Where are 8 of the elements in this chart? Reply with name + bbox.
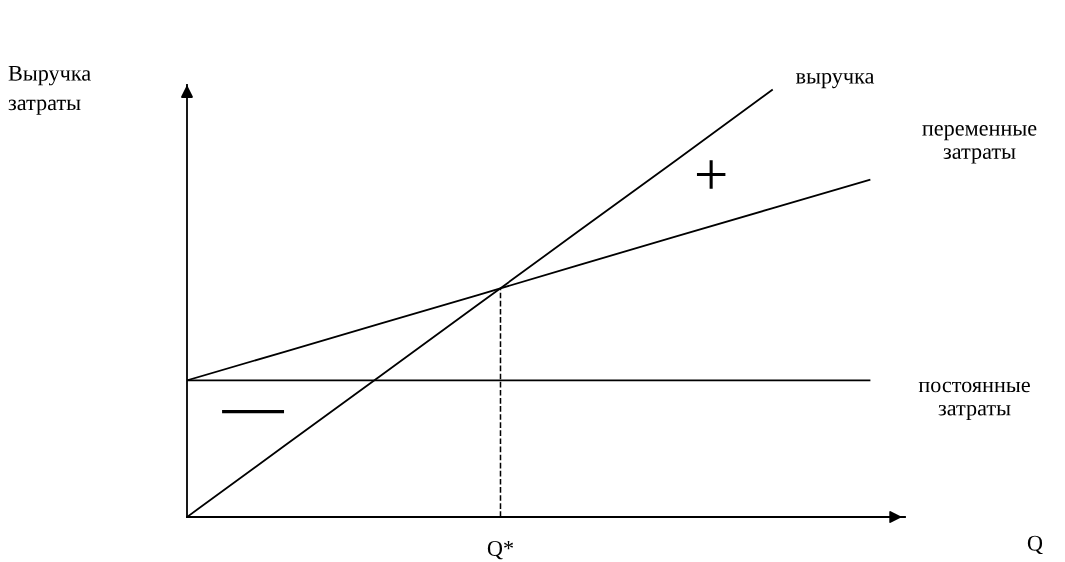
text: постоянные затраты <box>918 381 1030 421</box>
annotation: — <box>222 410 285 414</box>
annotation: + <box>696 160 726 189</box>
text: переменные затраты <box>922 125 1037 164</box>
y-axis-title: Выручка затраты <box>8 66 91 115</box>
text: Q* <box>487 540 514 560</box>
series-label: выручка <box>795 72 875 89</box>
text: Q <box>1027 535 1043 555</box>
